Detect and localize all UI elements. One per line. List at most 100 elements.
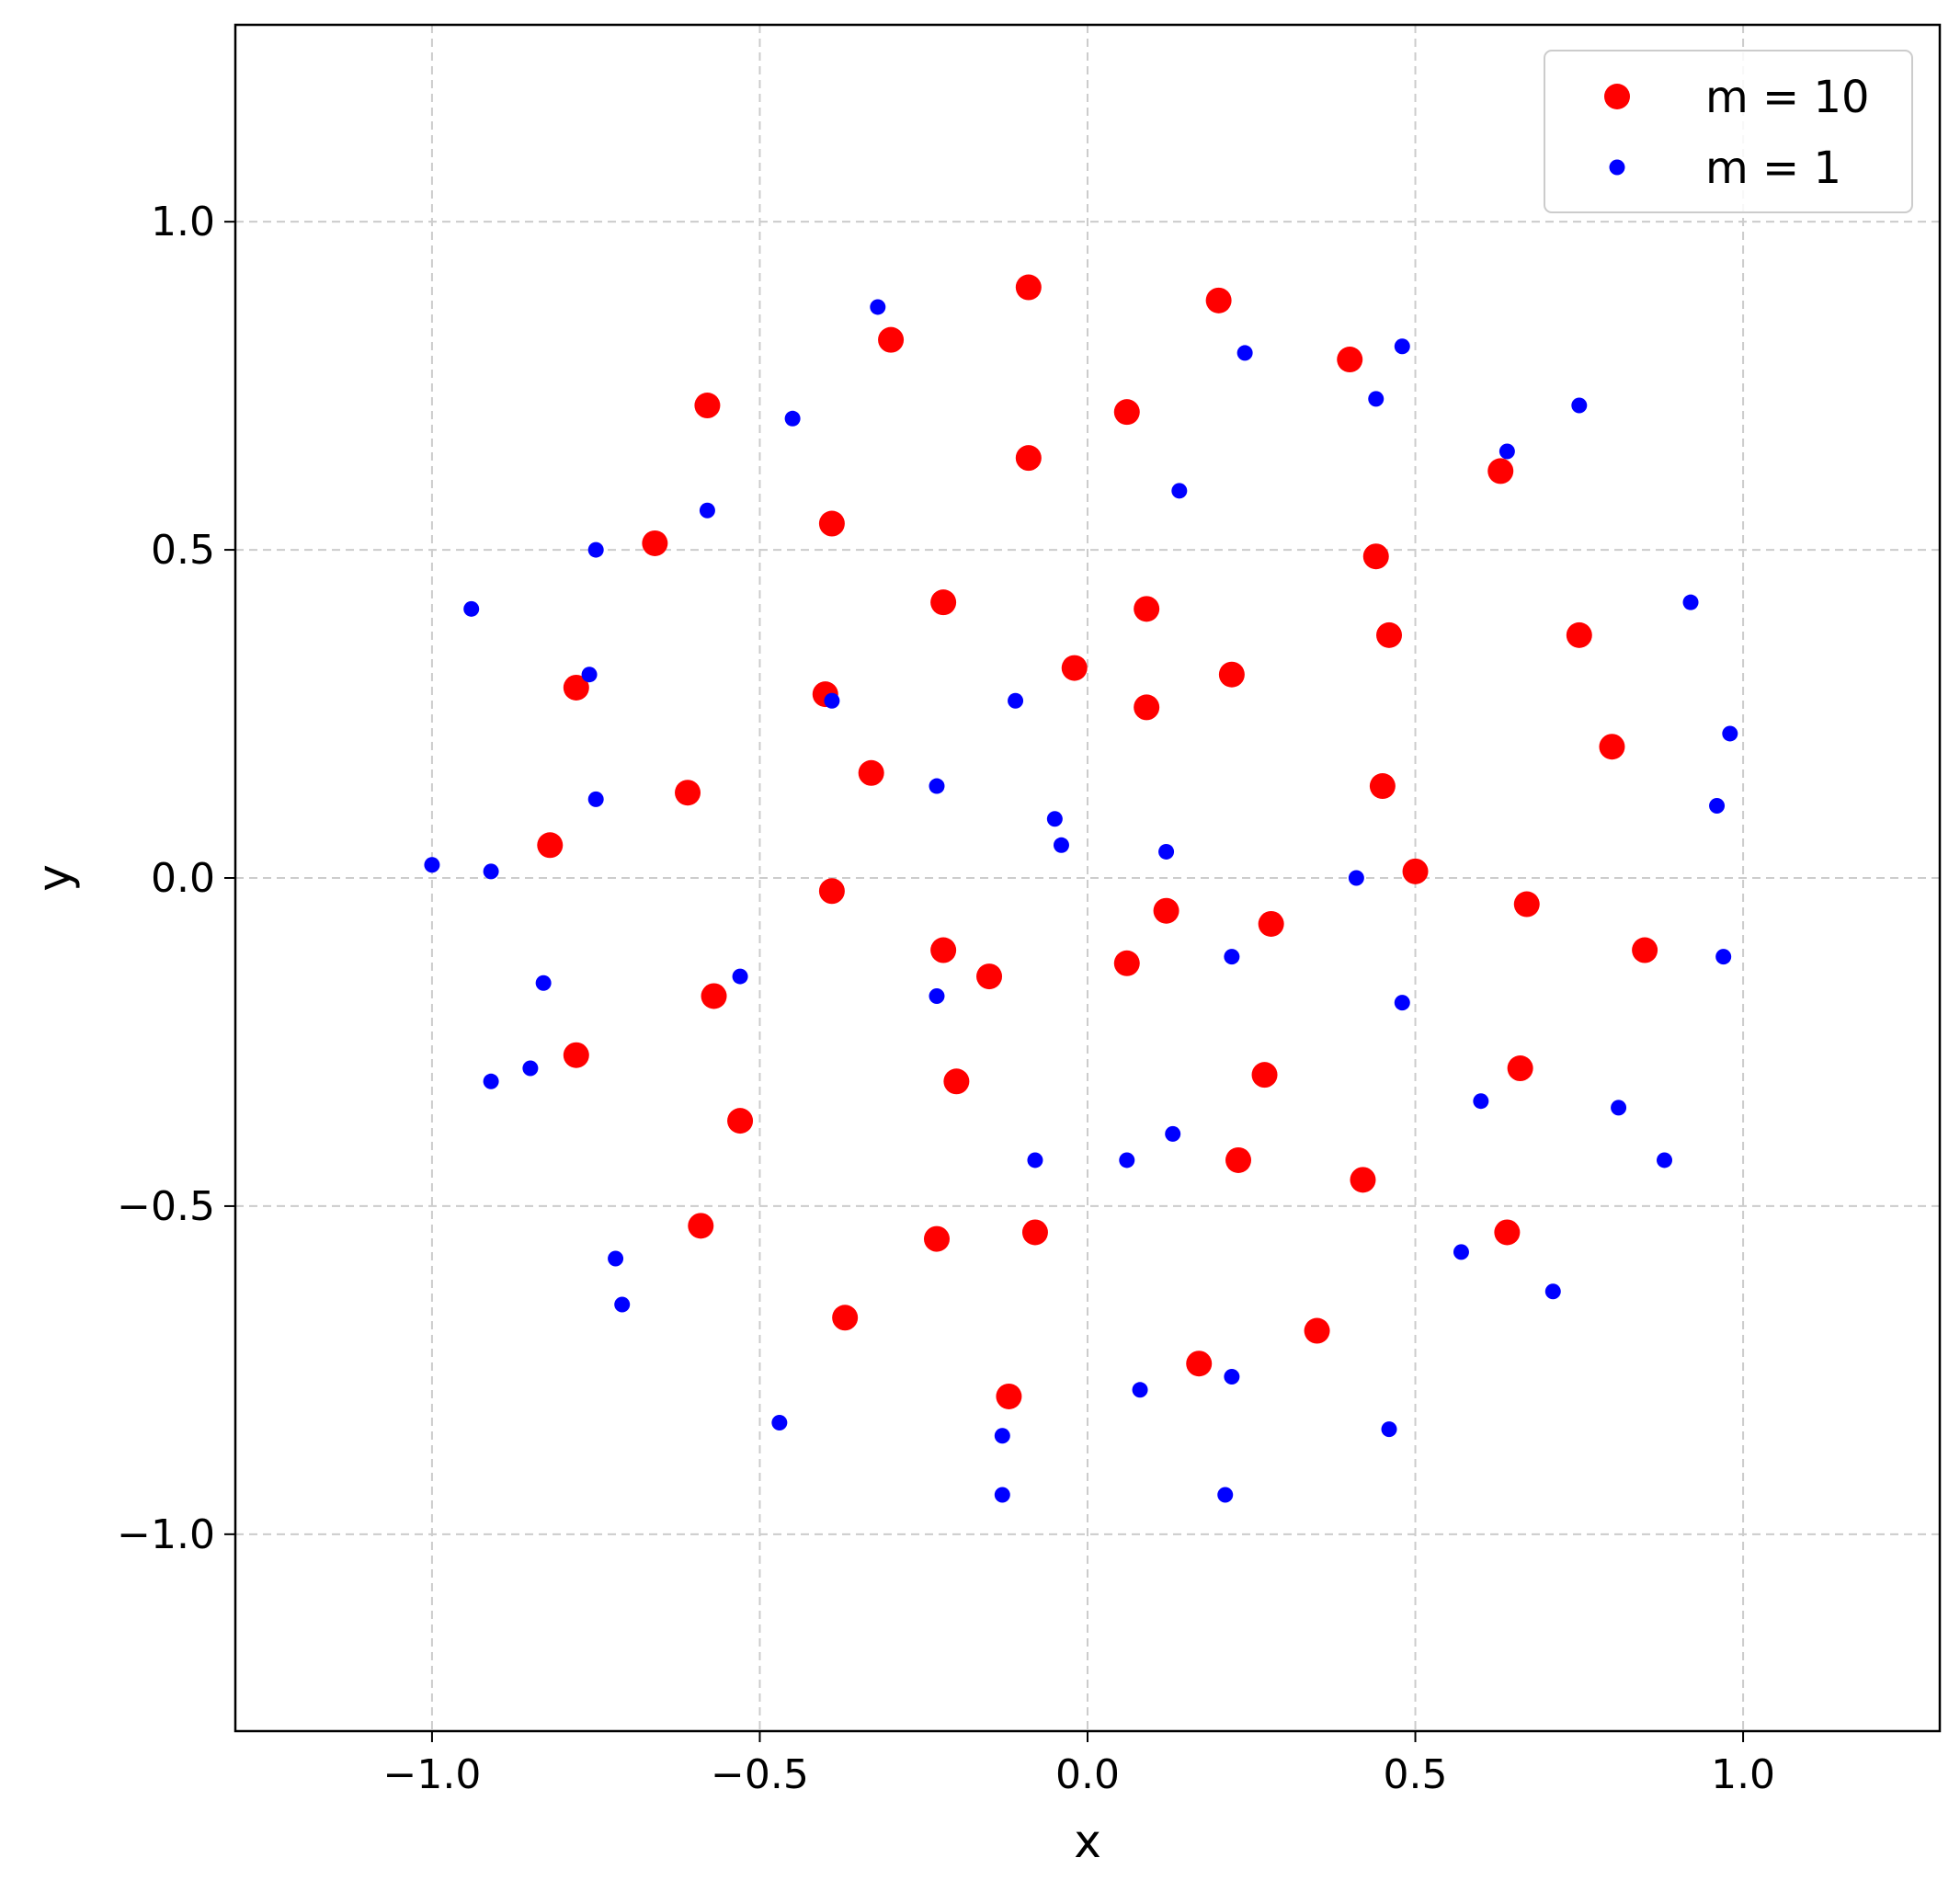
data-point: [675, 780, 701, 806]
data-point: [701, 983, 727, 1009]
series-1: [537, 274, 1658, 1409]
data-point: [608, 1250, 624, 1267]
data-point: [1544, 1283, 1561, 1300]
data-point: [1362, 543, 1389, 570]
data-point: [1498, 443, 1515, 460]
data-point: [463, 600, 480, 617]
data-point: [614, 1296, 631, 1313]
data-point: [1015, 274, 1042, 301]
data-point: [1709, 797, 1726, 814]
data-point: [818, 878, 845, 905]
legend-box: [1544, 50, 1913, 213]
data-point: [994, 1487, 1010, 1503]
data-point: [943, 1068, 970, 1095]
data-point: [1394, 995, 1410, 1011]
data-point: [688, 1213, 714, 1239]
data-point: [699, 502, 715, 519]
data-point: [1158, 843, 1175, 860]
data-point: [563, 1042, 589, 1068]
data-point: [1513, 891, 1540, 918]
data-point: [818, 510, 845, 537]
data-point: [1008, 692, 1024, 709]
data-point: [1113, 950, 1140, 976]
data-point: [642, 530, 668, 556]
data-point: [1722, 725, 1738, 742]
y-axis-label: y: [28, 864, 81, 892]
data-point: [1453, 1244, 1469, 1260]
data-point: [771, 1414, 788, 1430]
data-point: [727, 1108, 754, 1134]
data-point: [483, 863, 499, 880]
data-point: [1027, 1152, 1043, 1168]
x-axis-label: x: [1074, 1815, 1101, 1868]
data-point: [930, 589, 957, 616]
data-point: [1657, 1152, 1673, 1168]
data-point: [1632, 937, 1658, 963]
data-point: [1494, 1219, 1521, 1246]
series-2: [424, 299, 1738, 1503]
data-point: [1599, 734, 1625, 760]
data-point: [1236, 345, 1253, 361]
data-point: [563, 674, 589, 701]
data-point: [1224, 949, 1240, 965]
data-point: [1119, 1152, 1135, 1168]
data-point: [1304, 1317, 1330, 1344]
data-point: [1337, 347, 1363, 373]
data-point: [1053, 837, 1069, 853]
data-point: [535, 974, 552, 991]
x-tick-label: 0.5: [1384, 1751, 1448, 1798]
data-point: [976, 963, 1003, 990]
data-point: [1611, 1100, 1627, 1116]
data-point: [930, 937, 957, 963]
x-tick-label: −1.0: [383, 1751, 482, 1798]
data-point: [858, 759, 884, 786]
data-point: [878, 326, 905, 353]
data-point: [1348, 870, 1364, 886]
data-point: [1507, 1055, 1533, 1082]
data-point: [424, 857, 440, 873]
data-point: [1224, 1369, 1240, 1385]
legend-marker: [1609, 159, 1625, 176]
data-point: [1258, 910, 1284, 937]
data-point: [1225, 1146, 1252, 1173]
data-point: [1015, 445, 1042, 472]
x-tick-label: 0.0: [1055, 1751, 1120, 1798]
data-point: [1171, 483, 1188, 499]
data-point: [1021, 1219, 1048, 1246]
plot-area-frame: [234, 23, 1942, 1733]
data-point: [1571, 397, 1588, 414]
data-point: [923, 1225, 950, 1252]
data-point: [929, 778, 945, 794]
data-point: [483, 1073, 499, 1089]
data-point: [1186, 1351, 1213, 1377]
data-point: [1350, 1167, 1376, 1193]
data-point: [1113, 399, 1140, 426]
data-point: [587, 541, 604, 558]
data-point: [1715, 949, 1732, 965]
data-point: [870, 299, 886, 315]
data-point: [1251, 1062, 1278, 1088]
data-point: [996, 1383, 1022, 1409]
data-point: [1682, 594, 1699, 610]
data-point: [929, 987, 945, 1004]
y-tick-label: 0.5: [151, 527, 215, 574]
data-point: [732, 968, 748, 985]
data-point: [1217, 1487, 1234, 1503]
legend-marker: [1604, 84, 1630, 109]
x-tick-label: −0.5: [711, 1751, 809, 1798]
data-point: [1132, 1382, 1148, 1398]
data-point: [1487, 458, 1514, 484]
legend-label: m = 10: [1705, 72, 1870, 123]
data-point: [1205, 287, 1232, 313]
data-point: [824, 692, 840, 709]
y-tick-label: −1.0: [117, 1511, 215, 1558]
data-point: [1061, 655, 1088, 681]
data-point: [1134, 596, 1160, 622]
data-point: [1381, 1421, 1397, 1438]
data-point: [994, 1428, 1010, 1444]
y-tick-label: 1.0: [151, 199, 215, 245]
data-point: [694, 393, 721, 419]
data-point: [537, 832, 564, 859]
